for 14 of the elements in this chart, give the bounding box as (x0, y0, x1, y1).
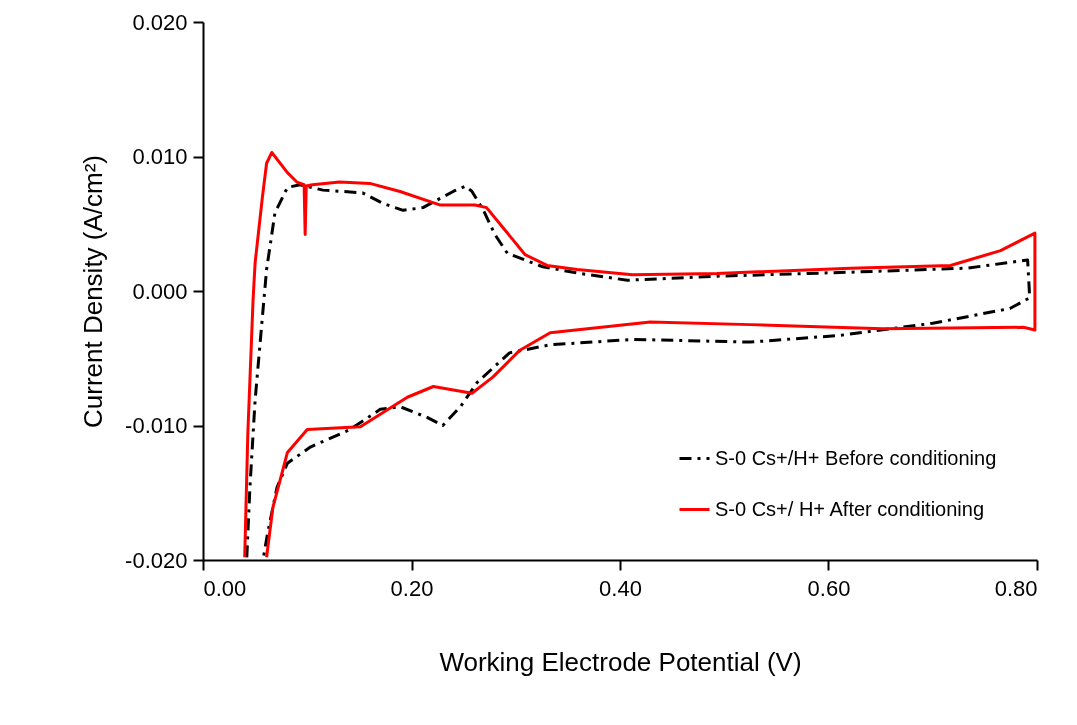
x-tick-label: 0.00 (203, 575, 247, 601)
x-axis-title: Working Electrode Potential (V) (439, 646, 802, 677)
x-tick-label: 0.80 (994, 575, 1038, 601)
y-tick-label: 0.000 (132, 278, 188, 304)
x-tick-label: 0.60 (807, 575, 851, 601)
legend-label: S-0 Cs+/H+ Before conditioning (715, 446, 997, 469)
x-tick-label: 0.40 (599, 575, 642, 601)
y-tick-label: 0.020 (132, 9, 188, 35)
legend-label: S-0 Cs+/ H+ After conditioning (715, 497, 985, 520)
y-axis-title: Current Density (A/cm²) (78, 154, 109, 429)
y-tick-label: 0.010 (132, 144, 188, 169)
x-tick-label: 0.20 (390, 575, 434, 601)
y-tick-label: -0.010 (125, 413, 188, 438)
y-tick-label: -0.020 (125, 547, 188, 573)
